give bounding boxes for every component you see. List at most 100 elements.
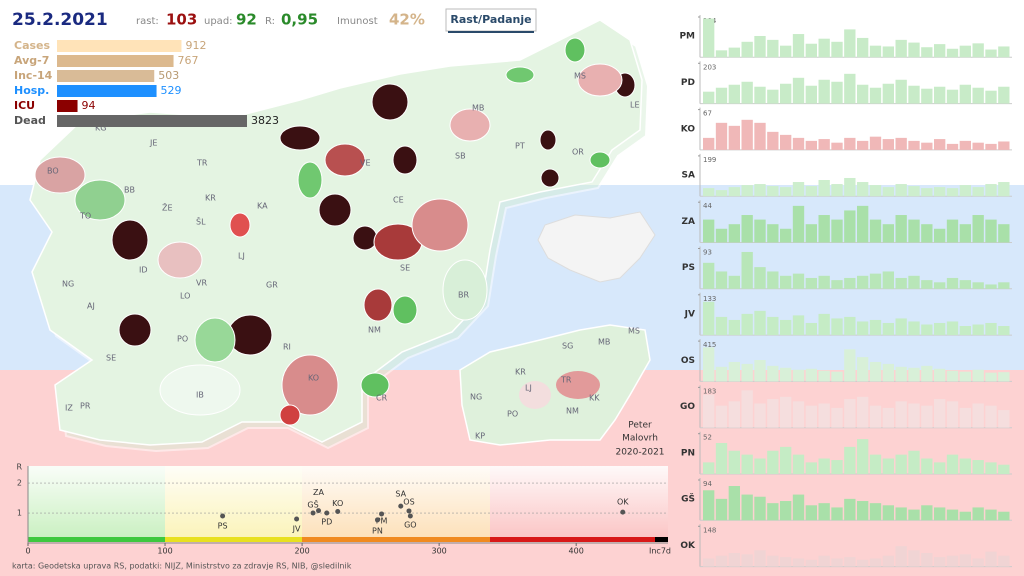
point (620, 509, 626, 515)
bar (805, 140, 817, 150)
bar (780, 45, 792, 58)
bar (921, 280, 933, 289)
date: 25.2.2021 (12, 10, 108, 30)
bar (818, 458, 830, 474)
bar (921, 142, 933, 150)
bar (818, 555, 830, 567)
map-label: PT (515, 142, 525, 151)
bar (754, 35, 766, 58)
bar (818, 275, 830, 289)
panel-title: PS (682, 263, 695, 273)
bar (869, 454, 882, 474)
bar (741, 363, 753, 382)
bar (754, 219, 766, 243)
map-label: KP (475, 432, 485, 441)
bar (728, 552, 740, 567)
bar (972, 369, 984, 382)
bar (972, 43, 984, 58)
bar (780, 367, 792, 382)
author: Malovrh (622, 434, 658, 444)
point-label: PM (376, 516, 388, 525)
bar (792, 558, 805, 567)
bar (857, 559, 869, 567)
bar (831, 460, 843, 474)
bar (780, 275, 792, 289)
map-label: CR (376, 394, 388, 403)
bar (754, 267, 766, 289)
bar (57, 40, 182, 52)
bar (57, 85, 157, 97)
panel-title: PM (679, 32, 695, 42)
bar (715, 443, 728, 474)
bar (998, 282, 1010, 289)
map-label: CE (393, 196, 404, 205)
panel-tick-label: 44 (703, 202, 712, 210)
panel-title: GŠ (681, 493, 695, 505)
bar (728, 401, 740, 428)
bar (754, 310, 766, 336)
bar (908, 85, 920, 104)
bar-label: ICU (14, 99, 35, 112)
bar (715, 122, 728, 150)
bar-label: Cases (14, 39, 51, 52)
bar (728, 450, 740, 474)
bar (946, 555, 959, 567)
point-label: PS (218, 522, 228, 531)
point-label: GŠ (307, 499, 318, 510)
panel-title: OS (681, 356, 695, 366)
bar (792, 369, 805, 382)
bar (831, 371, 843, 382)
bar (857, 357, 869, 382)
bar (869, 45, 882, 58)
bar (857, 275, 869, 289)
button-label[interactable]: Rast/Padanje (450, 13, 531, 26)
bar-value: 3823 (251, 114, 279, 127)
panel-tick-label: 133 (703, 295, 716, 303)
bar (703, 490, 715, 521)
bar (921, 224, 933, 243)
bar (895, 184, 907, 197)
x-tick-label: 0 (25, 547, 30, 556)
map-label: MB (598, 338, 610, 347)
bar (959, 185, 971, 197)
zone-strip (655, 537, 668, 542)
bar (882, 555, 894, 567)
bar (921, 505, 933, 521)
zone-strip (165, 537, 302, 542)
point-label: ZA (313, 488, 324, 497)
bar (805, 277, 817, 289)
bar (882, 83, 894, 104)
inset-region (519, 381, 551, 409)
bar (831, 280, 843, 289)
panel-tick-label: 199 (703, 156, 716, 164)
bar (728, 486, 740, 521)
bar (908, 450, 920, 474)
bar (754, 184, 766, 197)
bar (767, 316, 779, 336)
bar (741, 554, 753, 567)
map-label: SB (455, 152, 466, 161)
bar (985, 219, 997, 243)
bar (959, 554, 971, 567)
bar (934, 462, 946, 474)
bar (934, 282, 946, 289)
panel-title: JV (684, 309, 695, 319)
panel-title: ZA (682, 217, 696, 227)
bar (857, 182, 869, 197)
y-axis-label: R (16, 463, 22, 472)
map-label: SG (562, 342, 573, 351)
bar-label: Hosp. (14, 84, 49, 97)
x-tick-label: 400 (569, 547, 584, 556)
panel-tick-label: 183 (703, 387, 716, 395)
bar (818, 179, 830, 197)
bar (972, 558, 984, 567)
point (294, 516, 300, 522)
bar (844, 177, 856, 197)
bar (934, 507, 946, 521)
map-label: KA (257, 202, 268, 211)
bar (767, 224, 779, 243)
map-label: KR (515, 368, 526, 377)
map-label: MS (574, 72, 586, 81)
bar (908, 275, 920, 289)
bar-value: 912 (185, 39, 206, 52)
